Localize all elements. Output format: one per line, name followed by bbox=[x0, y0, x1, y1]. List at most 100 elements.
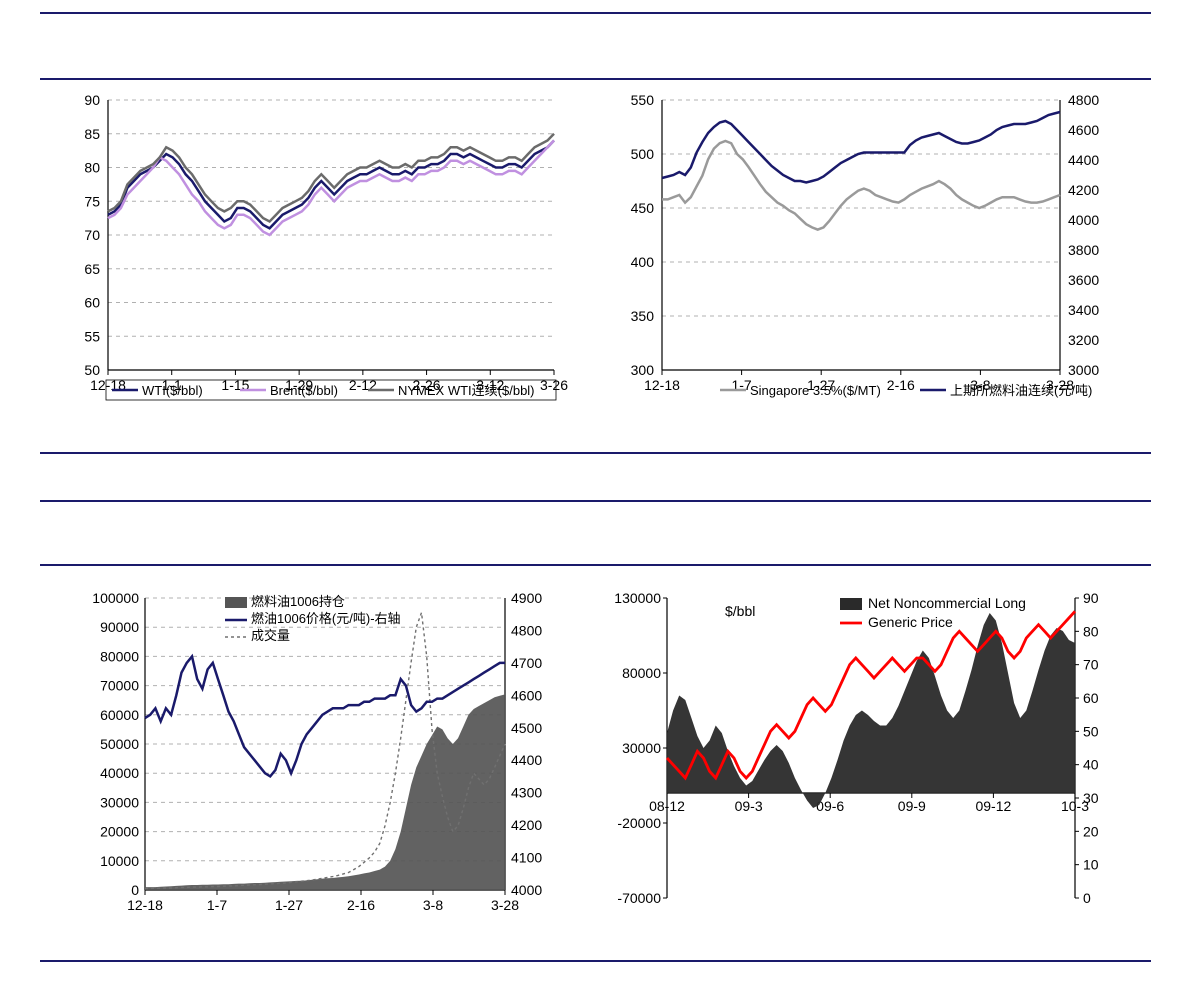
svg-text:2-16: 2-16 bbox=[887, 377, 915, 393]
svg-text:70: 70 bbox=[84, 227, 100, 243]
rule-top-1 bbox=[40, 12, 1151, 14]
svg-text:4800: 4800 bbox=[1068, 92, 1099, 108]
svg-text:70: 70 bbox=[1083, 657, 1099, 673]
rule-top-2 bbox=[40, 78, 1151, 80]
svg-text:0: 0 bbox=[1083, 890, 1091, 906]
svg-text:80000: 80000 bbox=[100, 648, 139, 664]
svg-text:60: 60 bbox=[1083, 690, 1099, 706]
svg-text:3-8: 3-8 bbox=[423, 897, 443, 913]
svg-text:4000: 4000 bbox=[511, 882, 542, 898]
rule-mid-3 bbox=[40, 564, 1151, 566]
chart-fuel-oil-prices: 300 350 400 450 500 550 3000 3200 3400 3600 3800 40… bbox=[610, 92, 1130, 432]
svg-text:50: 50 bbox=[1083, 723, 1099, 739]
svg-text:$/bbl: $/bbl bbox=[725, 603, 755, 619]
svg-text:90000: 90000 bbox=[100, 619, 139, 635]
svg-text:4600: 4600 bbox=[511, 687, 542, 703]
svg-text:2-16: 2-16 bbox=[347, 897, 375, 913]
svg-text:3200: 3200 bbox=[1068, 332, 1099, 348]
page: 50556065707580859012-181-11-151-292-122-… bbox=[0, 0, 1191, 1002]
svg-text:65: 65 bbox=[84, 261, 100, 277]
svg-text:90: 90 bbox=[84, 92, 100, 108]
svg-text:1-27: 1-27 bbox=[275, 897, 303, 913]
svg-text:10-3: 10-3 bbox=[1061, 798, 1089, 814]
svg-text:50000: 50000 bbox=[100, 736, 139, 752]
svg-text:130000: 130000 bbox=[615, 590, 661, 606]
svg-text:成交量: 成交量 bbox=[251, 628, 290, 643]
svg-text:09-12: 09-12 bbox=[975, 798, 1011, 814]
svg-text:55: 55 bbox=[84, 328, 100, 344]
svg-text:4800: 4800 bbox=[511, 622, 542, 638]
svg-text:4100: 4100 bbox=[511, 850, 542, 866]
svg-text:上期所燃料油连续(元/吨): 上期所燃料油连续(元/吨) bbox=[950, 383, 1092, 398]
chart-svg: -70000-200003000080000130000010203040506… bbox=[615, 590, 1135, 940]
svg-text:30000: 30000 bbox=[622, 740, 661, 756]
svg-text:3-28: 3-28 bbox=[491, 897, 519, 913]
svg-text:燃油1006价格(元/吨)-右轴: 燃油1006价格(元/吨)-右轴 bbox=[251, 611, 401, 626]
svg-text:300: 300 bbox=[631, 362, 655, 378]
svg-text:3400: 3400 bbox=[1068, 302, 1099, 318]
svg-text:4400: 4400 bbox=[511, 752, 542, 768]
svg-text:0: 0 bbox=[131, 882, 139, 898]
chart-net-long: -70000-200003000080000130000010203040506… bbox=[615, 590, 1135, 940]
svg-text:10000: 10000 bbox=[100, 853, 139, 869]
svg-text:60000: 60000 bbox=[100, 707, 139, 723]
svg-text:Generic Price: Generic Price bbox=[868, 614, 953, 630]
svg-text:Brent($/bbl): Brent($/bbl) bbox=[270, 383, 338, 398]
svg-text:4200: 4200 bbox=[511, 817, 542, 833]
svg-text:400: 400 bbox=[631, 254, 655, 270]
svg-text:10: 10 bbox=[1083, 857, 1099, 873]
svg-text:60: 60 bbox=[84, 295, 100, 311]
chart-svg: 50556065707580859012-181-11-151-292-122-… bbox=[60, 92, 570, 432]
svg-text:550: 550 bbox=[631, 92, 655, 108]
svg-text:燃料油1006持仓: 燃料油1006持仓 bbox=[251, 594, 345, 609]
rule-bottom bbox=[40, 960, 1151, 962]
svg-text:12-18: 12-18 bbox=[644, 377, 680, 393]
svg-text:3800: 3800 bbox=[1068, 242, 1099, 258]
svg-text:Net Noncommercial Long: Net Noncommercial Long bbox=[868, 595, 1026, 611]
svg-text:80: 80 bbox=[84, 160, 100, 176]
svg-text:4300: 4300 bbox=[511, 785, 542, 801]
svg-text:4700: 4700 bbox=[511, 655, 542, 671]
svg-text:20000: 20000 bbox=[100, 824, 139, 840]
svg-text:40: 40 bbox=[1083, 757, 1099, 773]
svg-text:450: 450 bbox=[631, 200, 655, 216]
svg-text:85: 85 bbox=[84, 126, 100, 142]
svg-text:3000: 3000 bbox=[1068, 362, 1099, 378]
svg-text:4200: 4200 bbox=[1068, 182, 1099, 198]
svg-text:100000: 100000 bbox=[92, 590, 139, 606]
svg-text:4900: 4900 bbox=[511, 590, 542, 606]
rule-mid-1 bbox=[40, 452, 1151, 454]
chart-fu1006: 0 10000 20000 30000 40000 50000 60000 70000 8000… bbox=[75, 590, 570, 940]
chart-svg: 0 10000 20000 30000 40000 50000 60000 70000 8000… bbox=[75, 590, 570, 940]
svg-text:40000: 40000 bbox=[100, 765, 139, 781]
chart-svg: 300 350 400 450 500 550 3000 3200 3400 3600 3800 40… bbox=[610, 92, 1130, 432]
svg-text:4000: 4000 bbox=[1068, 212, 1099, 228]
svg-text:350: 350 bbox=[631, 308, 655, 324]
svg-text:4600: 4600 bbox=[1068, 122, 1099, 138]
svg-text:12-18: 12-18 bbox=[127, 897, 163, 913]
svg-text:30000: 30000 bbox=[100, 794, 139, 810]
svg-text:80: 80 bbox=[1083, 623, 1099, 639]
svg-text:3-26: 3-26 bbox=[540, 377, 568, 393]
svg-text:Singapore 3.5%($/MT): Singapore 3.5%($/MT) bbox=[750, 383, 881, 398]
svg-text:-70000: -70000 bbox=[617, 890, 661, 906]
svg-text:3600: 3600 bbox=[1068, 272, 1099, 288]
svg-text:70000: 70000 bbox=[100, 678, 139, 694]
svg-text:4400: 4400 bbox=[1068, 152, 1099, 168]
svg-text:500: 500 bbox=[631, 146, 655, 162]
svg-text:75: 75 bbox=[84, 193, 100, 209]
svg-text:50: 50 bbox=[84, 362, 100, 378]
svg-text:NYMEX WTI连续($/bbl): NYMEX WTI连续($/bbl) bbox=[398, 383, 535, 398]
svg-text:1-7: 1-7 bbox=[207, 897, 227, 913]
rule-mid-2 bbox=[40, 500, 1151, 502]
svg-text:09-3: 09-3 bbox=[735, 798, 763, 814]
chart-crude-prices: 50556065707580859012-181-11-151-292-122-… bbox=[60, 92, 570, 432]
svg-text:08-12: 08-12 bbox=[649, 798, 685, 814]
svg-text:90: 90 bbox=[1083, 590, 1099, 606]
svg-text:WTI($/bbl): WTI($/bbl) bbox=[142, 383, 203, 398]
svg-text:80000: 80000 bbox=[622, 665, 661, 681]
svg-text:20: 20 bbox=[1083, 823, 1099, 839]
svg-text:4500: 4500 bbox=[511, 720, 542, 736]
svg-text:09-9: 09-9 bbox=[898, 798, 926, 814]
svg-text:-20000: -20000 bbox=[617, 815, 661, 831]
